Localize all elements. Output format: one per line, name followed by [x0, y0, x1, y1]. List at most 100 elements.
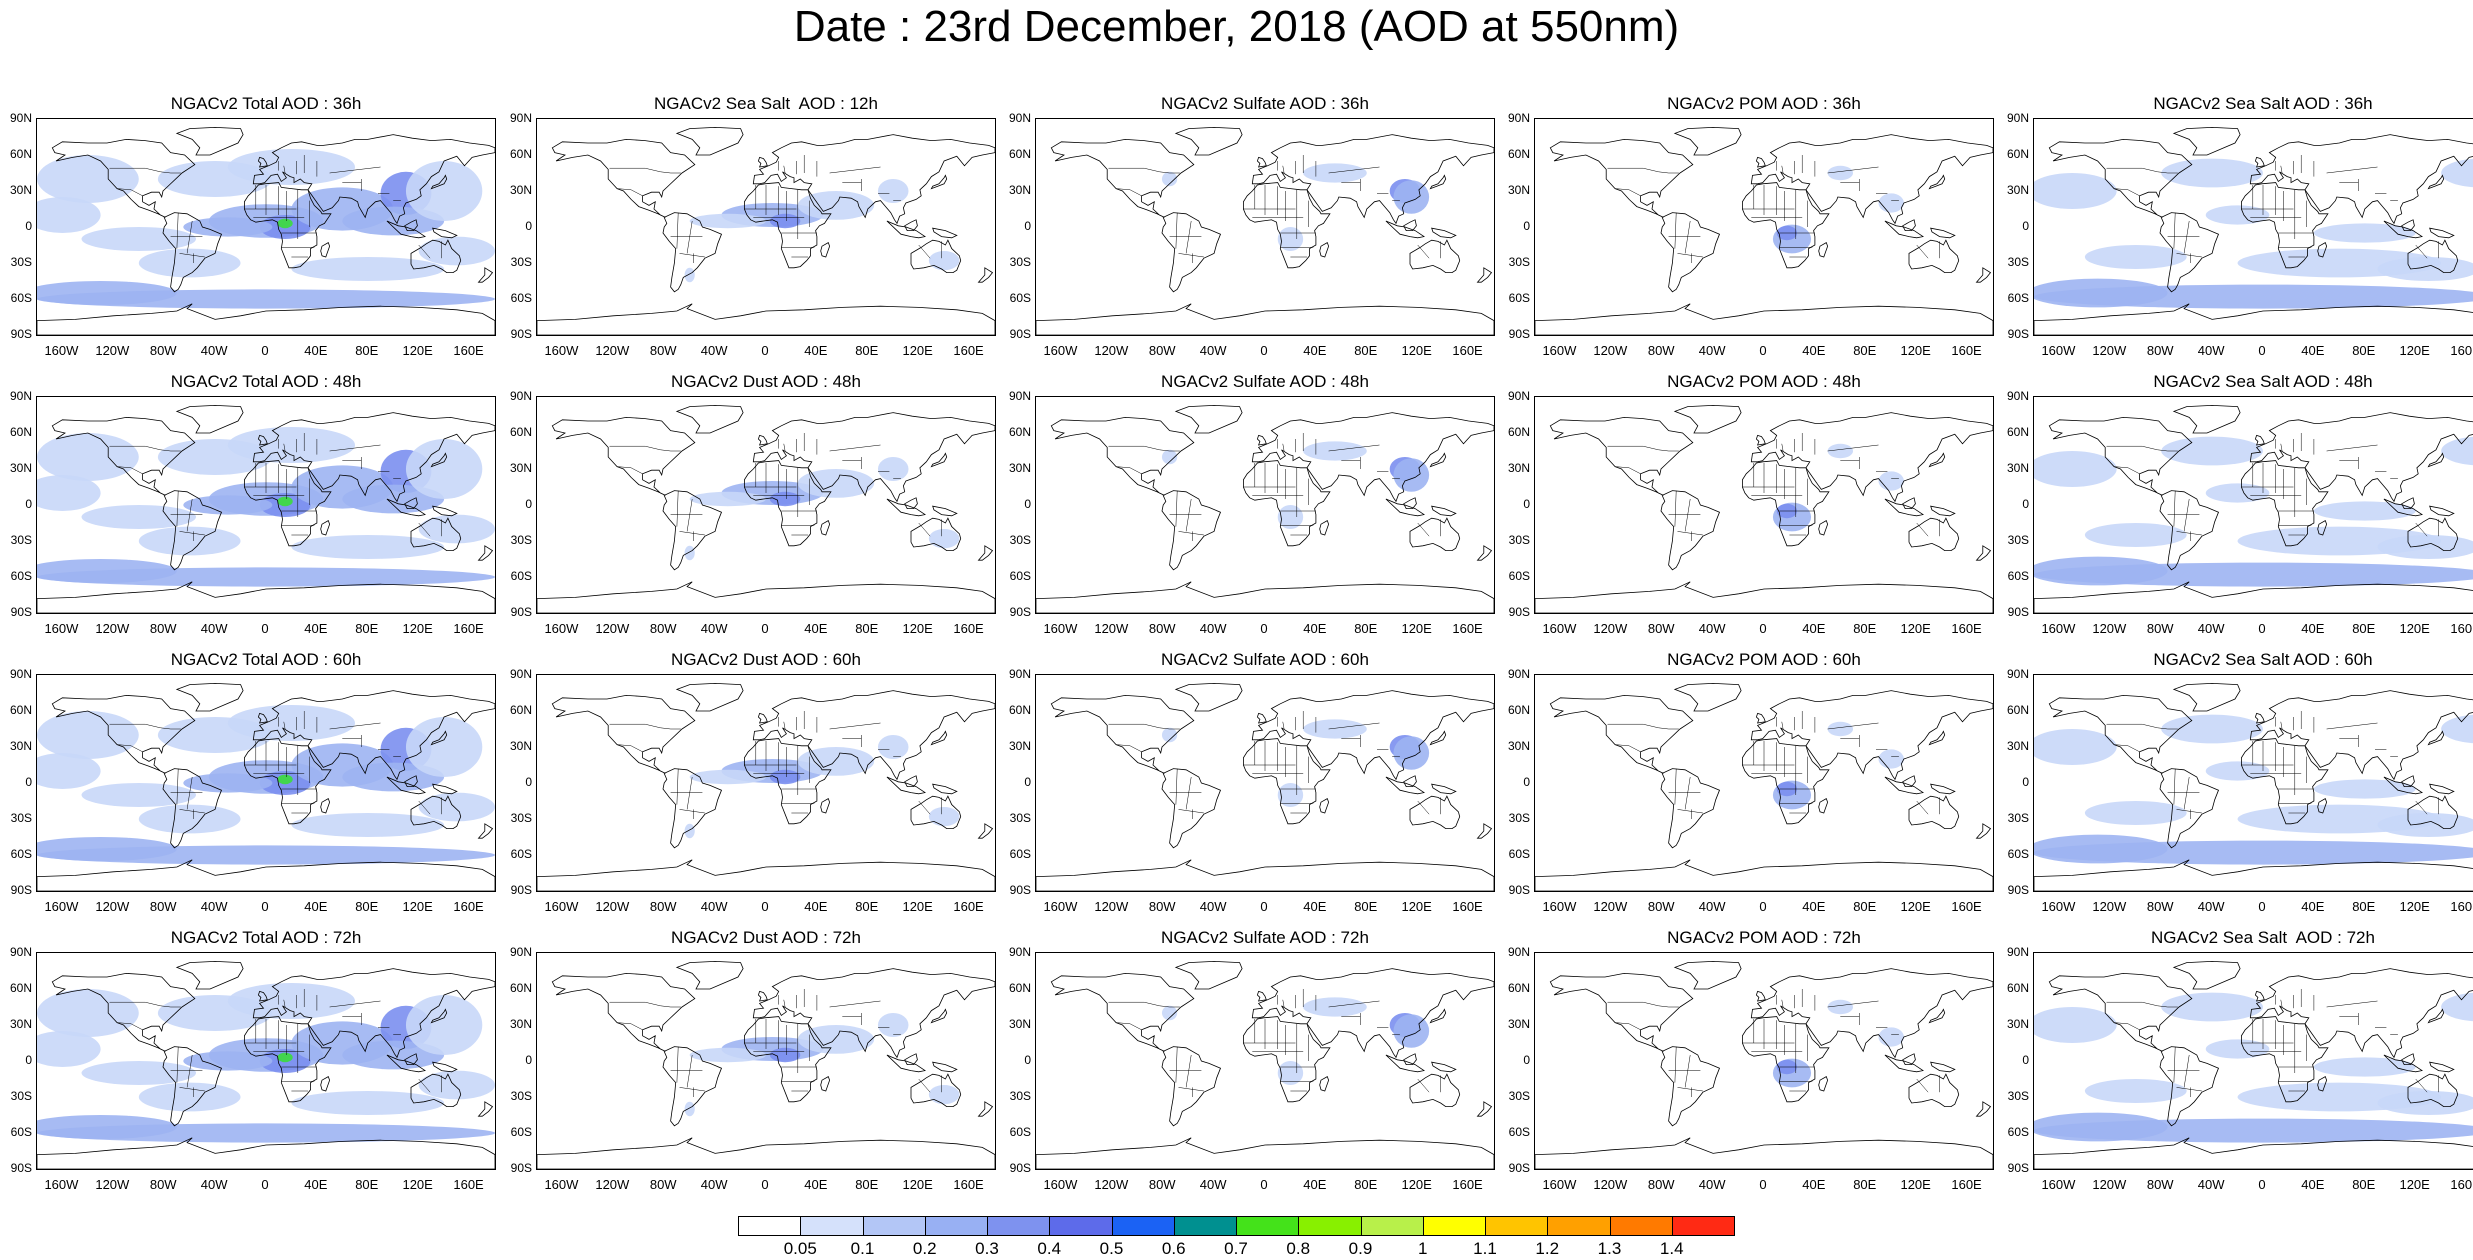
map-frame	[536, 118, 996, 336]
longitude-tick-label: 120W	[595, 1177, 630, 1192]
latitude-tick-label: 90S	[1009, 605, 1031, 619]
coastline	[662, 768, 723, 849]
country-border	[283, 165, 286, 174]
coastline	[886, 498, 927, 517]
country-border	[1916, 1078, 1929, 1093]
aod-region	[684, 545, 695, 561]
aod-region	[1827, 165, 1854, 181]
longitude-tick-label: 120E	[1401, 899, 1432, 914]
colorbar-label: 0.6	[1161, 1239, 1186, 1258]
country-border	[1677, 1087, 1703, 1092]
latitude-tick-label: 60N	[9, 981, 32, 995]
world-map	[37, 404, 495, 613]
longitude-tick-label: 80W	[2146, 899, 2174, 914]
coastline	[430, 730, 448, 746]
latitude-tick-label: 60S	[510, 291, 532, 305]
country-border	[609, 445, 681, 452]
latitude-tick-label: 90S	[2007, 1161, 2029, 1175]
aod-region	[2441, 714, 2473, 744]
longitude-tick-label: 160E	[1452, 621, 1483, 636]
coastline	[820, 242, 831, 258]
map-panel: NGACv2 POM AOD : 60h 90N 60N 30N 0 30S 60S 90S 1…	[1508, 650, 1994, 922]
longitude-tick-label: 40W	[1199, 621, 1227, 636]
longitude-tick-label: 80W	[149, 899, 177, 914]
coastline	[1535, 1137, 1993, 1169]
map-panel: NGACv2 Total AOD : 72h 90N 60N 30N 0 30S 60S 90…	[10, 928, 496, 1200]
latitude-tick-label: 90N	[9, 111, 32, 125]
world-map	[537, 960, 995, 1169]
longitude-tick-label: 160W	[1542, 899, 1577, 914]
coastline	[386, 220, 427, 239]
longitude-tick-label: 120W	[2092, 343, 2127, 358]
country-border	[1615, 188, 1641, 197]
longitude-tick-label: 120W	[1593, 621, 1628, 636]
coastline	[430, 174, 448, 190]
latitude-tick-label: 0	[1024, 219, 1031, 233]
longitude-tick-label: 120W	[2092, 899, 2127, 914]
latitude-tick-label: 60N	[9, 147, 32, 161]
colorbar-label: 0.05	[783, 1239, 817, 1258]
coastline	[2317, 242, 2328, 258]
coastline	[252, 412, 495, 503]
country-border	[1116, 188, 1142, 197]
latitude-tick-label: 30S	[1508, 255, 1530, 269]
country-border	[2114, 1022, 2140, 1031]
longitude-tick-label: 0	[2258, 1177, 2266, 1192]
aod-region	[342, 206, 445, 236]
country-border	[2326, 166, 2378, 174]
country-border	[109, 1001, 181, 1008]
country-border	[617, 466, 643, 475]
aod-region	[928, 1085, 960, 1105]
coastline	[2407, 517, 2459, 551]
coastline	[1928, 174, 1946, 190]
colorbar-label: 0.4	[1037, 1239, 1062, 1258]
country-border	[2106, 167, 2178, 174]
latitude-tick-label: 90N	[1507, 667, 1530, 681]
country-border	[1417, 1078, 1430, 1093]
map-frame	[1035, 674, 1495, 892]
latitude-tick-label: 60N	[2006, 425, 2029, 439]
longitude-tick-label: 160W	[1542, 621, 1577, 636]
coastline	[930, 730, 948, 746]
longitude-tick-label: 0	[2258, 621, 2266, 636]
coastline	[752, 690, 995, 781]
aod-region	[2034, 278, 2168, 308]
country-border	[1282, 165, 1285, 174]
longitude-tick-label: 160W	[44, 1177, 79, 1192]
map-panel: NGACv2 Sea Salt AOD : 60h 90N 60N 30N 0 30S 60…	[2007, 650, 2473, 922]
country-border	[2176, 253, 2202, 258]
country-border	[1178, 809, 1204, 814]
aod-region	[797, 191, 875, 220]
longitude-tick-label: 160E	[1452, 1177, 1483, 1192]
latitude-tick-label: 0	[525, 775, 532, 789]
coastline	[162, 768, 223, 849]
aod-region	[291, 535, 445, 559]
coastline	[1161, 212, 1222, 293]
colorbar-label: 1.2	[1535, 1239, 1560, 1258]
longitude-tick-label: 40E	[1802, 343, 1826, 358]
country-border	[1916, 244, 1929, 259]
coastline	[1429, 452, 1447, 468]
map-frame	[36, 952, 496, 1170]
colorbar-label: 0.5	[1099, 1239, 1124, 1258]
coastline	[1385, 776, 1426, 795]
country-border	[676, 212, 679, 249]
latitude-tick-label: 60S	[10, 569, 32, 583]
longitude-tick-label: 160E	[453, 899, 484, 914]
latitude-tick-label: 60S	[510, 569, 532, 583]
coastline	[1319, 242, 1330, 258]
longitude-tick-label: 120E	[402, 343, 433, 358]
coastline	[386, 1054, 427, 1073]
latitude-tick-label: 30S	[10, 533, 32, 547]
longitude-tick-label: 0	[1260, 621, 1268, 636]
longitude-tick-label: 80W	[149, 1177, 177, 1192]
latitude-tick-label: 60N	[1008, 425, 1031, 439]
aod-region	[1161, 727, 1178, 743]
longitude-tick-label: 120W	[1094, 899, 1129, 914]
coastline	[1319, 798, 1330, 814]
aod-region	[689, 491, 766, 507]
coastline	[1902, 219, 1916, 231]
longitude-tick-label: 120E	[1900, 343, 1931, 358]
longitude-tick-label: 40E	[804, 899, 828, 914]
coastline	[904, 775, 918, 787]
